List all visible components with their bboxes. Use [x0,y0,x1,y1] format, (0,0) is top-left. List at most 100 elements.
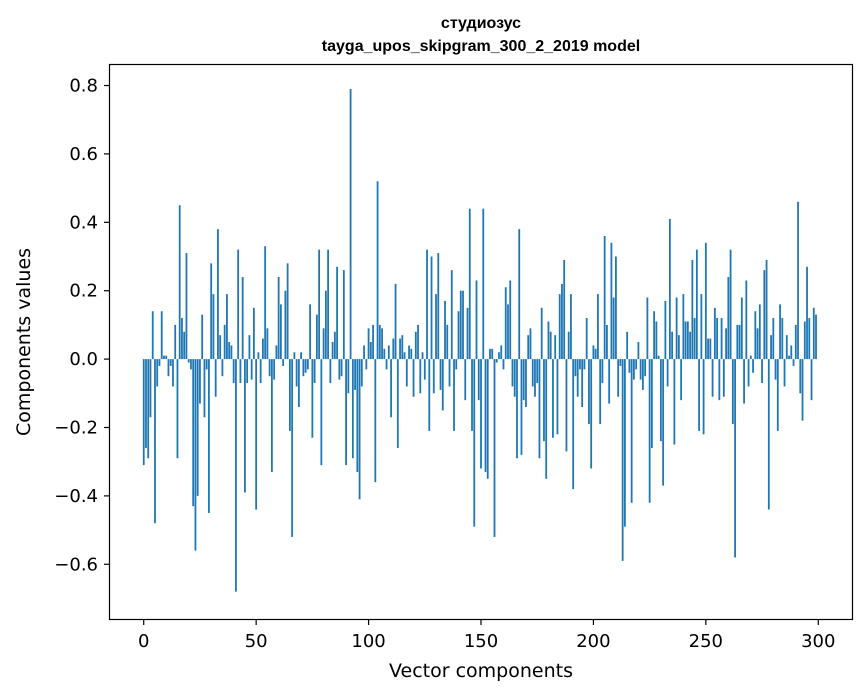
y-tick-label: −0.4 [54,486,98,507]
bar-component-78 [318,249,321,360]
bar-component-128 [430,256,433,360]
bar-component-155 [491,348,494,360]
bar-component-100 [367,328,370,360]
bar-component-88 [340,359,343,377]
bar-component-206 [606,324,608,360]
bar-component-105 [378,324,381,360]
bar-component-113 [396,359,399,449]
bar-component-293 [801,359,804,421]
bar-component-102 [372,324,374,360]
bar-component-278 [767,359,770,510]
bar-component-234 [668,218,671,360]
bar-component-256 [718,359,721,401]
y-tick-label: 0.8 [69,76,98,97]
y-axis-label: Components values [13,248,35,436]
bar-component-204 [601,359,604,384]
bar-component-86 [336,266,338,360]
chart-subtitle: tayga_upos_skipgram_300_2_2019 model [322,38,640,55]
bar-component-189 [567,331,570,360]
bar-component-248 [700,294,703,360]
bar-component-22 [192,359,195,507]
bar-component-38 [228,342,231,360]
bar-component-117 [405,359,408,387]
bar-component-146 [471,359,473,431]
bar-component-126 [426,249,428,360]
bar-component-209 [612,297,615,360]
bar-component-265 [738,324,741,360]
bar-component-24 [196,359,199,496]
bar-component-205 [603,235,606,360]
bar-component-19 [185,253,188,360]
bar-component-213 [621,359,624,561]
bar-component-194 [579,359,581,370]
bar-component-76 [313,359,316,384]
plot-frame [108,63,854,621]
bar-component-283 [779,304,781,360]
bar-component-191 [572,359,575,490]
bar-component-180 [547,321,550,360]
bar-component-195 [581,359,584,407]
bar-component-127 [428,359,431,431]
bar-component-55 [266,328,269,360]
bar-component-23 [194,359,197,551]
bar-component-164 [511,359,514,387]
bar-component-217 [630,359,633,503]
bar-component-286 [785,335,788,360]
bar-component-77 [315,314,318,360]
bar-component-197 [585,318,588,360]
bar-component-156 [493,359,496,537]
bar-component-231 [662,359,665,486]
bar-component-168 [520,359,523,455]
bar-component-14 [174,324,177,360]
bar-component-181 [549,331,552,360]
bar-component-143 [464,359,467,401]
bar-component-240 [682,294,685,360]
y-tick-label: 0.2 [69,281,98,302]
bar-component-277 [765,259,768,360]
bar-component-93 [351,359,354,459]
bar-component-161 [504,287,507,360]
bar-component-227 [653,311,656,360]
bar-component-21 [190,359,192,370]
bar-component-178 [543,359,545,442]
bar-component-274 [758,304,761,360]
bar-component-44 [241,277,244,360]
bar-component-275 [761,359,763,384]
bar-component-238 [677,335,680,360]
bar-component-121 [414,331,417,360]
y-tick-label: 0.4 [69,212,98,233]
bar-component-37 [226,294,228,360]
bar-component-67 [293,352,296,360]
bars-layer [142,88,817,592]
bar-component-224 [646,297,649,360]
bar-component-34 [219,335,222,360]
bar-component-122 [417,324,419,360]
bar-component-215 [626,331,629,360]
chart-title: студиозус [441,15,521,32]
bar-component-101 [369,342,372,360]
bar-component-81 [324,290,327,360]
bar-component-203 [599,359,602,425]
bar-component-176 [538,359,541,459]
bar-component-98 [363,345,365,360]
bar-component-173 [531,359,534,387]
bar-component-29 [208,359,210,513]
bar-component-221 [639,359,642,380]
bar-component-9 [163,355,165,360]
bar-component-53 [262,338,264,360]
bar-component-196 [583,359,586,370]
bar-component-72 [304,359,307,373]
bar-component-35 [221,359,224,377]
bar-component-160 [502,359,505,370]
bar-component-123 [419,359,422,394]
bar-component-137 [450,270,453,360]
x-axis-label: Vector components [389,660,573,682]
bar-component-6 [156,359,159,387]
bar-component-4 [151,311,154,360]
bar-component-292 [799,359,802,394]
bar-component-284 [781,318,784,360]
bar-component-247 [698,359,700,431]
bar-component-75 [311,359,314,438]
bar-component-243 [689,331,692,360]
bar-component-251 [707,338,709,360]
